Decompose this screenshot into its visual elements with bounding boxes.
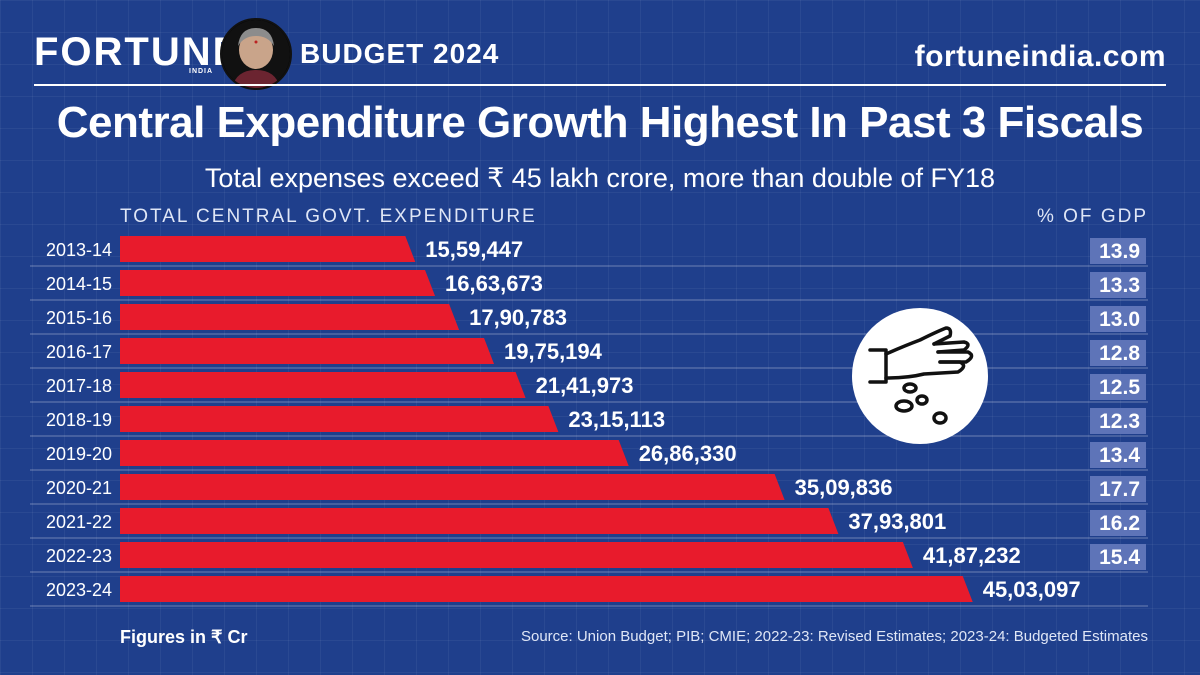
gdp-value: 13.3	[1099, 274, 1140, 297]
gdp-box	[1090, 238, 1146, 264]
page-title: Central Expenditure Growth Highest In Pa…	[56, 98, 1144, 147]
gdp-box	[1090, 544, 1146, 570]
source-note: Source: Union Budget; PIB; CMIE; 2022-23…	[520, 628, 1148, 645]
gdp-value: 13.4	[1099, 444, 1140, 467]
gdp-value: 13.9	[1099, 240, 1140, 263]
category-label: 2023-24	[46, 580, 112, 600]
finance-minister-portrait	[220, 18, 292, 90]
category-label: 2018-19	[46, 410, 112, 430]
gdp-box	[1090, 340, 1146, 366]
gdp-value: 12.8	[1099, 342, 1140, 365]
category-label: 2014-15	[46, 274, 112, 294]
budget-label: BUDGET 2024	[300, 38, 500, 69]
value-label: 26,86,330	[639, 441, 737, 466]
category-label: 2016-17	[46, 342, 112, 362]
gdp-value: 15.4	[1099, 546, 1140, 569]
fortune-logo: FORTUNE	[34, 30, 242, 74]
value-label: 23,15,113	[568, 407, 665, 432]
value-label: 41,87,232	[923, 543, 1021, 568]
bar	[120, 576, 973, 602]
column-label-gdp: % OF GDP	[1036, 206, 1148, 227]
category-label: 2019-20	[46, 444, 112, 464]
gdp-value: 13.0	[1099, 308, 1140, 331]
value-label: 19,75,194	[504, 339, 603, 364]
value-label: 37,93,801	[848, 509, 946, 534]
gdp-value: 17.7	[1099, 478, 1140, 501]
category-label: 2021-22	[46, 512, 112, 532]
gdp-value: 12.5	[1099, 376, 1140, 399]
bar	[120, 508, 839, 534]
site-url[interactable]: fortuneindia.com	[914, 40, 1166, 73]
category-label: 2022-23	[46, 546, 112, 566]
header-divider	[34, 84, 1166, 86]
hand-coins-badge	[852, 308, 988, 444]
category-label: 2013-14	[46, 240, 112, 260]
gdp-value: 12.3	[1099, 410, 1140, 433]
gdp-value: 16.2	[1099, 512, 1140, 535]
bar	[120, 338, 495, 364]
column-label-expenditure: TOTAL CENTRAL GOVT. EXPENDITURE	[120, 206, 537, 227]
hand-coins-icon	[868, 326, 974, 425]
gdp-box	[1090, 374, 1146, 400]
category-label: 2015-16	[46, 308, 112, 328]
value-label: 21,41,973	[536, 373, 634, 398]
value-label: 35,09,836	[795, 475, 893, 500]
units-note: Figures in ₹ Cr	[120, 627, 248, 647]
bar	[120, 372, 526, 398]
value-label: 45,03,097	[983, 577, 1081, 602]
gdp-box	[1090, 476, 1146, 502]
bar	[120, 440, 629, 466]
value-label: 17,90,783	[469, 305, 567, 330]
value-label: 15,59,447	[425, 237, 523, 262]
gdp-box	[1090, 272, 1146, 298]
value-label: 16,63,673	[445, 271, 543, 296]
bar	[120, 474, 785, 500]
bar	[120, 406, 559, 432]
bar	[120, 236, 416, 262]
bar	[120, 270, 436, 296]
bar	[120, 542, 913, 568]
gdp-box	[1090, 510, 1146, 536]
gdp-box	[1090, 442, 1146, 468]
fortune-logo-sub: INDIA	[189, 68, 214, 75]
gdp-box	[1090, 306, 1146, 332]
gdp-box	[1090, 408, 1146, 434]
bar	[120, 304, 460, 330]
portrait-icon	[222, 20, 290, 88]
category-label: 2017-18	[46, 376, 112, 396]
page-subtitle: Total expenses exceed ₹ 45 lakh crore, m…	[204, 163, 996, 193]
category-label: 2020-21	[46, 478, 112, 498]
